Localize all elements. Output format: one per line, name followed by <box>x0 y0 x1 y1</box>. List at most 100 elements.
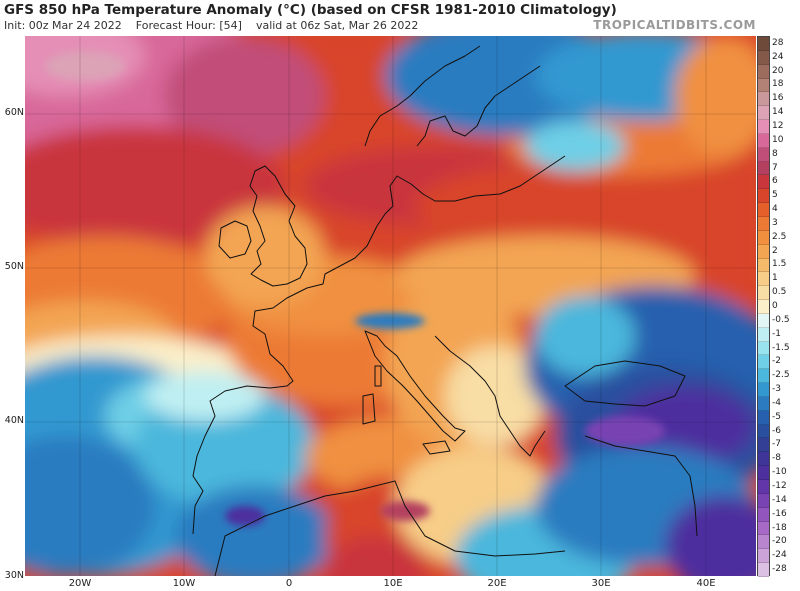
color-scale-cell <box>758 203 769 217</box>
color-scale-cell <box>758 549 769 564</box>
color-scale-cell <box>758 452 769 467</box>
color-scale-label: 28 <box>772 37 784 48</box>
color-scale-label: -4 <box>772 397 781 408</box>
color-scale-label: 10 <box>772 134 784 145</box>
color-scale-label: 2.5 <box>772 231 787 242</box>
color-scale-cell <box>758 216 769 231</box>
color-scale-cell <box>758 300 769 314</box>
color-scale-label: -10 <box>772 467 787 478</box>
color-scale-label: -1 <box>772 328 781 339</box>
color-scale-cell <box>758 258 769 273</box>
color-scale-label: -3 <box>772 384 781 395</box>
color-scale-label: 14 <box>772 107 784 118</box>
color-scale-cell <box>758 493 769 508</box>
color-scale-cell <box>758 64 769 79</box>
color-scale-label: 3 <box>772 217 778 228</box>
color-scale-cell <box>758 396 769 411</box>
lon-label-40e: 40E <box>696 578 716 589</box>
lat-label-60n: 60N <box>4 107 24 118</box>
color-scale-cell <box>758 355 769 370</box>
color-scale-cell <box>758 521 769 536</box>
color-scale-cell <box>758 230 769 245</box>
color-scale-cell <box>758 106 769 121</box>
color-scale-label: 1.5 <box>772 259 787 270</box>
color-scale-label: 0.5 <box>772 287 787 298</box>
color-scale-cell <box>758 120 769 134</box>
color-scale-cell <box>758 272 769 287</box>
color-scale-cell <box>758 424 769 439</box>
color-scale-label: 24 <box>772 51 784 62</box>
color-scale-cell <box>758 189 769 204</box>
color-scale-label: 4 <box>772 204 778 215</box>
color-scale-label: -20 <box>772 536 787 547</box>
color-scale-cell <box>758 466 769 480</box>
map-canvas <box>25 36 756 576</box>
init-time: Init: 00z Mar 24 2022 <box>4 19 122 32</box>
color-scale-cell <box>758 92 769 107</box>
color-scale-label: 16 <box>772 93 784 104</box>
color-scale-cell <box>758 507 769 522</box>
color-scale-label: 5 <box>772 190 778 201</box>
color-scale-cell <box>758 327 769 342</box>
color-scale-label: -8 <box>772 453 781 464</box>
color-scale-label: -7 <box>772 439 781 450</box>
color-scale-cell <box>758 147 769 162</box>
color-scale-bar <box>757 36 770 577</box>
color-scale-cell <box>758 161 769 176</box>
color-scale-label: -1.5 <box>772 342 790 353</box>
anomaly-map <box>25 36 756 576</box>
color-scale-cell <box>758 438 769 453</box>
lon-label-0: 0 <box>285 578 293 589</box>
anomaly-field <box>25 36 756 576</box>
color-scale-label: -12 <box>772 481 787 491</box>
color-scale-cell <box>758 175 769 190</box>
color-scale-cell <box>758 50 769 65</box>
lat-label-50n: 50N <box>4 261 24 272</box>
color-scale-cell <box>758 535 769 550</box>
color-scale-cell <box>758 369 769 384</box>
color-scale-cell <box>758 313 769 328</box>
color-scale-label: -24 <box>772 550 787 561</box>
color-scale-label: 20 <box>772 65 784 76</box>
lat-label-30n: 30N <box>4 570 24 581</box>
header: GFS 850 hPa Temperature Anomaly (°C) (ba… <box>4 0 800 34</box>
color-scale-cell <box>758 286 769 301</box>
color-scale-label: -2.5 <box>772 370 790 381</box>
color-scale-label: 18 <box>772 79 784 90</box>
color-scale-label: -28 <box>772 564 787 575</box>
color-scale-cell <box>758 244 769 259</box>
anomaly-detail <box>45 51 665 526</box>
color-scale-cell <box>758 410 769 425</box>
color-scale-label: 7 <box>772 162 778 173</box>
color-scale-label: 2 <box>772 245 778 256</box>
color-scale-label: 8 <box>772 148 778 159</box>
color-scale-label: -14 <box>772 494 787 505</box>
color-scale-cell <box>758 37 769 51</box>
color-scale-cell <box>758 341 769 356</box>
color-scale-label: -16 <box>772 508 787 519</box>
brand-watermark: TROPICALTIDBITS.COM <box>593 18 756 32</box>
color-scale-label: -5 <box>772 411 781 422</box>
color-scale-cell <box>758 480 769 494</box>
map-subtitle: Init: 00z Mar 24 2022 Forecast Hour: [54]… <box>4 19 418 32</box>
color-scale-cell <box>758 563 769 577</box>
color-scale-cell <box>758 78 769 93</box>
color-scale-label: 0 <box>772 301 778 311</box>
lon-label-30e: 30E <box>591 578 611 589</box>
lon-label-10w: 10W <box>172 578 196 589</box>
graticule <box>25 36 756 576</box>
color-scale-label: -6 <box>772 425 781 436</box>
color-scale-label: -0.5 <box>772 314 790 325</box>
forecast-hour: Forecast Hour: [54] <box>135 19 242 32</box>
lon-label-20e: 20E <box>487 578 507 589</box>
color-scale-label: 12 <box>772 121 784 131</box>
lat-label-40n: 40N <box>4 415 24 426</box>
coastlines <box>192 45 698 576</box>
color-scale-cell <box>758 133 769 148</box>
color-scale-labels: 28 24 20 18 16 14 12 10 8 7 6 5 4 3 2.5 2 1.5 1 0.5 0 -0.5 -1… <box>772 36 800 576</box>
lon-label-20w: 20W <box>68 578 92 589</box>
color-scale-cell <box>758 383 769 397</box>
map-title: GFS 850 hPa Temperature Anomaly (°C) (ba… <box>4 2 617 18</box>
color-scale-label: -18 <box>772 522 787 533</box>
color-scale-label: -2 <box>772 356 781 367</box>
